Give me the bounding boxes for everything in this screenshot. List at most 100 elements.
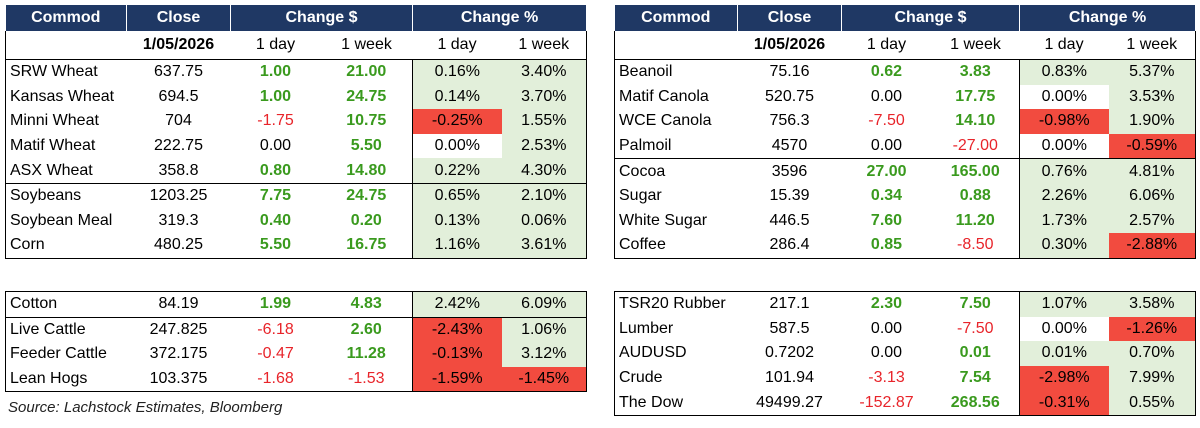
change-1-day: -7.50 [868, 112, 905, 130]
change-1-day: 7.75 [230, 182, 321, 209]
subheader-1-day: 1 day [1019, 31, 1109, 60]
close-value: 372.175 [149, 345, 208, 363]
close-value: 319.3 [158, 211, 199, 229]
change-1-day: -6.18 [230, 316, 321, 343]
change-1-day: 0.00 [870, 87, 903, 105]
close-value: 704 [165, 112, 192, 130]
pct-1-day: -2.98% [1019, 365, 1109, 391]
table-row: Corn 480.25 5.50 16.75 1.16% 3.61% [5, 233, 588, 259]
table-row: Live Cattle 247.825 -6.18 2.60 -2.43% 1.06% [5, 316, 587, 343]
change-1-week: -27.00 [952, 137, 998, 155]
close-value: 286.4 [737, 233, 842, 259]
change-1-day: 0.00 [870, 319, 903, 337]
right-bottom-table: TSR20 Rubber 217.1 2.30 7.50 1.07% 3.58% Lumbe… [614, 290, 1196, 416]
change-1-week: 5.50 [350, 137, 382, 155]
pct-1-week: 5.37% [1108, 59, 1197, 85]
pct-1-day: -2.43% [412, 316, 502, 343]
subheader-1-week: 1 week [501, 31, 588, 60]
table-row: Soybean Meal 319.3 0.40 0.20 0.13% 0.06% [5, 208, 588, 234]
table-row: Coffee 286.4 0.85 -8.50 0.30% -2.88% [614, 233, 1197, 259]
pct-1-week: 4.30% [501, 158, 588, 184]
change-1-week: -7.50 [957, 319, 994, 337]
commodity-name: Soybean Meal [5, 208, 127, 234]
header-change-pct: Change % [412, 5, 588, 31]
subheader-date: 1/05/2026 [126, 31, 231, 60]
change-1-week: 4.83 [320, 291, 413, 318]
commodity-name: Cotton [5, 291, 127, 318]
close-value: 520.75 [765, 87, 814, 105]
commodity-name: Kansas Wheat [5, 84, 127, 110]
subheader-date: 1/05/2026 [737, 31, 842, 60]
change-1-week: 21.00 [346, 63, 387, 81]
commodity-name: Coffee [614, 233, 738, 259]
change-1-week: 10.75 [346, 112, 387, 130]
pct-1-week: 2.10% [501, 182, 588, 209]
commodity-name: The Dow [614, 390, 738, 416]
pct-1-week: -0.59% [1108, 133, 1197, 159]
commodity-name: Matif Wheat [5, 133, 127, 159]
close-value: 0.7202 [765, 344, 814, 362]
close-value: 217.1 [737, 290, 842, 317]
pct-1-week: 0.55% [1108, 390, 1196, 416]
change-1-day: -3.13 [868, 369, 905, 387]
table-row: Matif Canola 520.75 0.00 17.75 0.00% 3.53% [614, 84, 1197, 110]
pct-1-day: 0.00% [1019, 316, 1109, 342]
table-row: WCE Canola 756.3 -7.50 14.10 -0.98% 1.90% [614, 109, 1197, 134]
left-top-table: Commod Close Change $ Change % 1/05/2026… [5, 5, 588, 259]
change-1-week: 3.83 [959, 63, 991, 81]
change-1-week: -8.50 [931, 233, 1020, 259]
change-1-day: 0.85 [841, 233, 932, 259]
close-value: 3596 [737, 158, 842, 184]
close-value: 101.94 [765, 369, 814, 387]
pct-1-day: -0.31% [1019, 390, 1109, 416]
header-close: Close [126, 5, 231, 31]
table-row: Feeder Cattle 372.175 -0.47 11.28 -0.13% 3.12… [5, 342, 587, 367]
pct-1-day: 0.76% [1019, 158, 1109, 184]
subheader-1-week: 1 week [320, 31, 413, 60]
commodity-name: Soybeans [5, 182, 127, 209]
pct-1-day: 1.07% [1019, 290, 1109, 317]
commodity-name: Beanoil [614, 59, 738, 85]
pct-1-week: 1.06% [501, 316, 587, 343]
change-1-week: 16.75 [320, 233, 413, 259]
close-value: 587.5 [769, 319, 810, 337]
table-row: Matif Wheat 222.75 0.00 5.50 0.00% 2.53% [5, 133, 588, 159]
change-1-week: -1.53 [320, 366, 413, 393]
table-row: Minni Wheat 704 -1.75 10.75 -0.25% 1.55% [5, 109, 588, 134]
table-row: Lumber 587.5 0.00 -7.50 0.00% -1.26% [614, 316, 1196, 342]
change-1-day: 2.30 [841, 290, 932, 317]
change-1-week: 14.10 [955, 112, 996, 130]
commodity-name: WCE Canola [614, 109, 738, 134]
pct-1-day: 0.00% [412, 133, 502, 159]
table-row: Beanoil 75.16 0.62 3.83 0.83% 5.37% [614, 59, 1197, 85]
change-1-day: 1.00 [259, 63, 292, 81]
commodity-name: ASX Wheat [5, 158, 127, 184]
change-1-week: 0.20 [350, 211, 382, 229]
subheader-1-day: 1 day [412, 31, 502, 60]
close-value: 49499.27 [737, 390, 842, 416]
pct-1-week: 6.06% [1108, 183, 1197, 209]
table-row: Soybeans 1203.25 7.75 24.75 0.65% 2.10% [5, 182, 588, 209]
table-row: Cotton 84.19 1.99 4.83 2.42% 6.09% [5, 291, 587, 318]
pct-1-week: -1.26% [1108, 316, 1196, 342]
pct-1-day: 0.00% [1019, 133, 1109, 159]
change-1-week: 7.50 [931, 290, 1020, 317]
pct-1-week: 6.09% [501, 291, 587, 318]
subheader-1-week: 1 week [931, 31, 1020, 60]
table-row: White Sugar 446.5 7.60 11.20 1.73% 2.57% [614, 208, 1197, 234]
pct-1-week: 1.90% [1108, 109, 1197, 134]
table-row: Sugar 15.39 0.34 0.88 2.26% 6.06% [614, 183, 1197, 209]
pct-1-week: 3.12% [501, 342, 587, 367]
commodity-name: Lean Hogs [5, 366, 127, 393]
pct-1-day: -1.59% [412, 366, 502, 393]
close-value: 637.75 [154, 63, 203, 81]
pct-1-week: -1.45% [501, 366, 587, 393]
change-1-day: 0.62 [870, 63, 903, 81]
commodity-name: Minni Wheat [5, 109, 127, 134]
change-1-day: -0.47 [257, 345, 294, 363]
pct-1-day: 1.16% [412, 233, 502, 259]
pct-1-day: 0.00% [1019, 84, 1109, 110]
pct-1-day: 0.83% [1019, 59, 1109, 85]
change-1-day: 1.99 [230, 291, 321, 318]
pct-1-week: 3.53% [1108, 84, 1197, 110]
